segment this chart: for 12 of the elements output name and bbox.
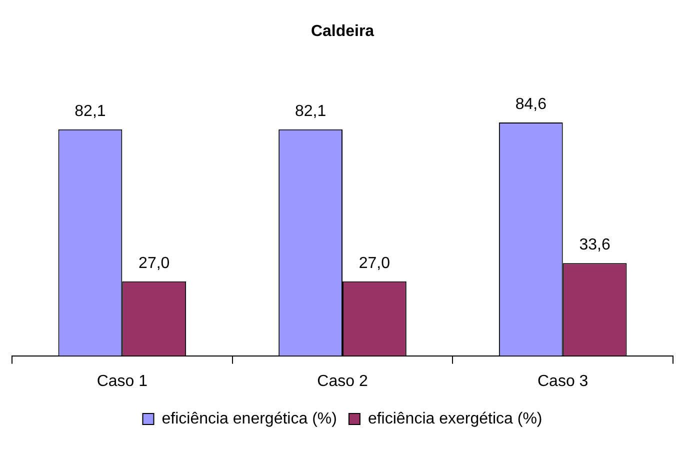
data-label: 33,6 [579, 236, 610, 254]
legend-label: eficiência energética (%) [162, 410, 337, 428]
x-tick-label: Caso 3 [537, 372, 588, 390]
chart-title: Caldeira [310, 23, 374, 40]
data-label: 27,0 [138, 254, 170, 272]
x-tick-label: Caso 1 [96, 372, 148, 390]
legend-label: eficiência exergética (%) [368, 410, 542, 428]
data-label: 82,1 [74, 102, 106, 120]
data-label: 27,0 [358, 254, 390, 272]
data-label: 82,1 [294, 102, 326, 120]
x-tick-label: Caso 2 [317, 372, 368, 390]
data-label: 84,6 [515, 96, 547, 113]
